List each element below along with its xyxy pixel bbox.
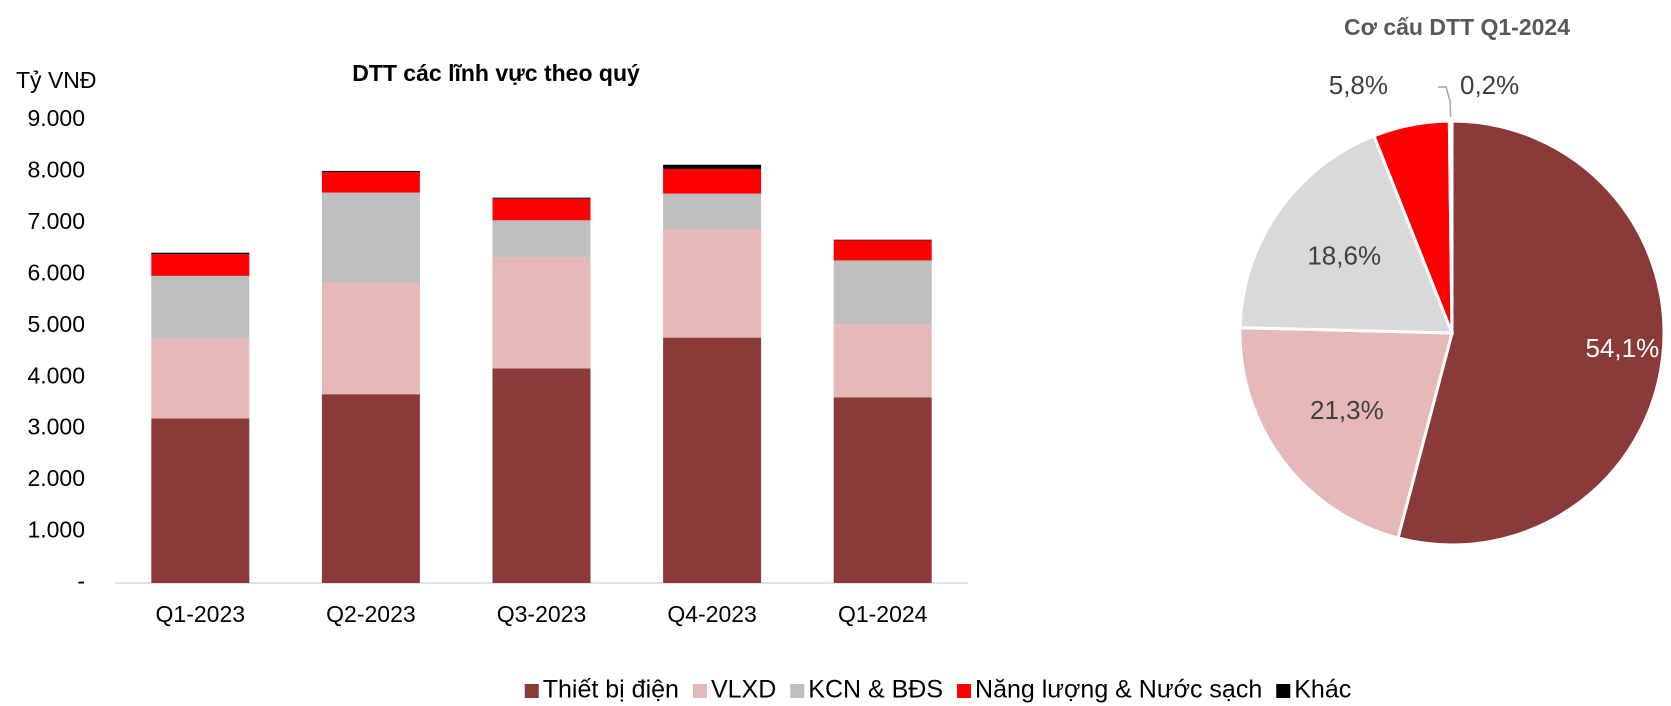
y-tick-label: 7.000 [27, 208, 85, 234]
pie-label: 5,8% [1329, 70, 1388, 100]
bar-segment [151, 252, 250, 255]
y-tick-label: 2.000 [27, 465, 85, 491]
y-tick-label: 5.000 [27, 311, 85, 337]
y-tick-label: 6.000 [27, 259, 85, 285]
pie-label: 0,2% [1460, 70, 1519, 100]
bar-segment [151, 338, 250, 419]
legend-swatch [790, 684, 805, 698]
legend-swatch [1276, 684, 1291, 698]
bar-segment [151, 275, 250, 339]
bar-segment [833, 397, 932, 583]
y-tick-label: 4.000 [27, 362, 85, 388]
bar-segment [151, 254, 250, 276]
pie-title: Cơ cấu DTT Q1-2024 [1344, 14, 1570, 40]
legend-label: Năng lượng & Nước sạch [975, 676, 1262, 704]
y-tick-label: - [77, 568, 85, 594]
pie-label: 54,1% [1585, 333, 1659, 363]
y-axis-label: Tỷ VNĐ [16, 67, 97, 93]
bar-segment [833, 260, 932, 325]
pie-slice [1396, 119, 1666, 547]
x-tick-label: Q3-2023 [497, 601, 587, 627]
y-tick-label: 1.000 [27, 517, 85, 543]
y-tick-label: 3.000 [27, 414, 85, 440]
bar-segment [321, 283, 420, 395]
bar-title: DTT các lĩnh vực theo quý [352, 60, 640, 86]
pie-slice [1238, 326, 1454, 540]
legend-label: Khác [1294, 676, 1351, 704]
legend-label: VLXD [711, 676, 776, 704]
bar-segment [321, 171, 420, 193]
bar-segment [492, 198, 591, 221]
y-tick-label: 8.000 [27, 157, 85, 183]
legend-swatch [524, 684, 539, 698]
bar-segment [492, 197, 591, 199]
bar-segment [663, 229, 762, 338]
legend-label: KCN & BĐS [808, 676, 943, 704]
x-tick-label: Q4-2023 [667, 601, 757, 627]
bar-segment [663, 168, 762, 194]
bar-segment [321, 192, 420, 284]
bar-segment [833, 240, 932, 261]
bar-segment [663, 193, 762, 230]
legend-swatch [692, 684, 707, 698]
legend-label: Thiết bị điện [543, 676, 679, 704]
bar-segment [321, 394, 420, 583]
legend-swatch [957, 684, 972, 698]
pie-label: 18,6% [1307, 241, 1381, 271]
bar-segment [492, 220, 591, 258]
bar-segment [151, 418, 250, 583]
bar-segment [663, 164, 762, 169]
bar-segment [492, 368, 591, 583]
bar-segment [663, 337, 762, 583]
pie-slice [1238, 133, 1455, 335]
bar-segment [833, 324, 932, 398]
x-tick-label: Q2-2023 [326, 601, 416, 627]
bar-segment [321, 170, 420, 172]
y-tick-label: 9.000 [27, 105, 85, 131]
bar-segment [492, 257, 591, 369]
leader-line [1438, 86, 1452, 117]
x-tick-label: Q1-2023 [156, 601, 246, 627]
x-tick-label: Q1-2024 [838, 601, 928, 627]
bar-segment [833, 239, 932, 241]
pie-slice [1447, 119, 1454, 334]
pie-label: 21,3% [1310, 395, 1384, 425]
